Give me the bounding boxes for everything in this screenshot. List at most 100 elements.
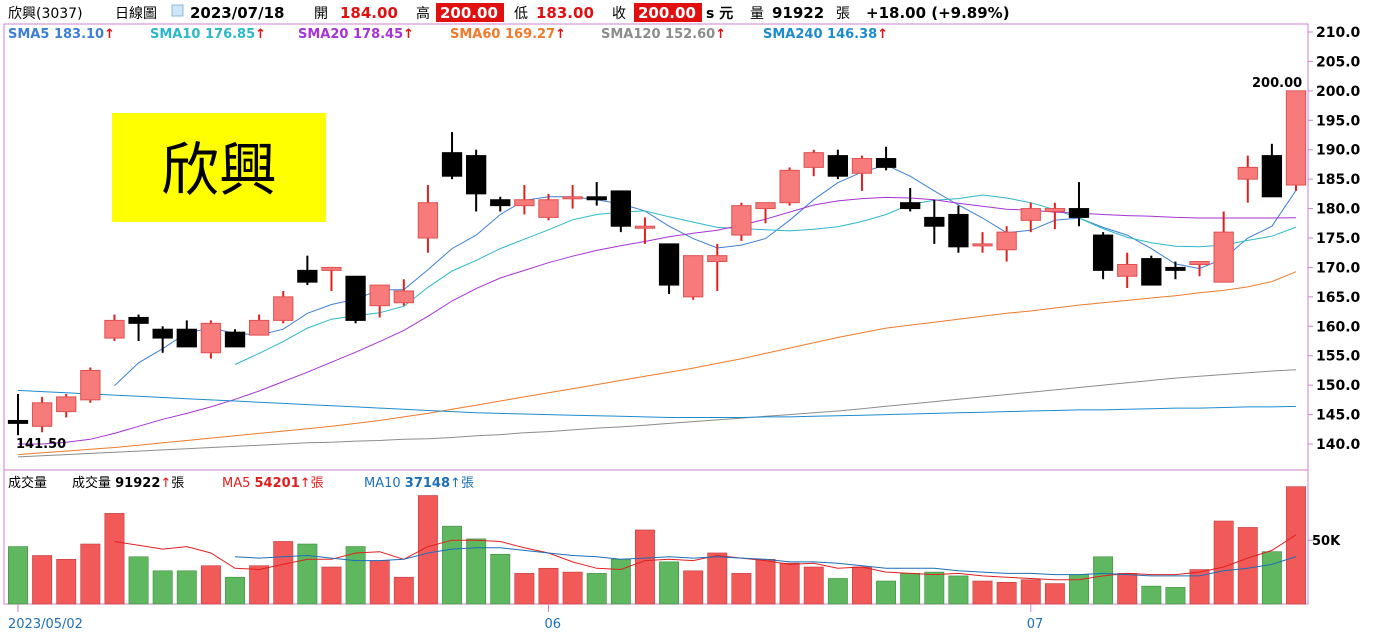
candle-body [1141,258,1162,286]
candle-body [224,331,246,348]
candle-body [466,155,487,195]
volume-bar [755,559,776,605]
candle-body [417,202,439,239]
price-tick-label: 175.0 [1316,231,1361,247]
volume-bar [924,571,945,605]
candlesticks [7,90,1307,436]
volume-bar [442,525,462,605]
candle-body [634,225,656,229]
volume-bar [876,580,897,605]
candle-body [104,319,125,339]
date-tick-label: 07 [1027,617,1044,632]
volume-bar [273,541,294,605]
volume-bar [610,559,631,605]
candle-body [875,158,897,168]
candle-body [369,284,390,307]
price-unit: s 元 [706,6,733,22]
candle-body [707,255,728,263]
volume-bar [972,580,993,605]
low-annotation: 141.50 [16,437,66,452]
volume-bar [634,529,655,605]
volume-legend: 成交量 成交量 91922↑張 MA5 54201↑張 MA10 37148↑張 [8,475,474,491]
volume-value: 91922 [772,4,824,22]
ma-legend-sma10: SMA10 176.85↑ [150,27,266,42]
price-tick-label: 165.0 [1316,290,1361,306]
volume-legend-title: 成交量 [8,475,47,491]
price-tick-label: 145.0 [1316,408,1361,424]
candle-body [803,152,824,168]
ma-legend-sma20: SMA20 178.45↑ [298,27,414,42]
volume-bar [152,570,173,605]
close-label: 收 [612,6,626,22]
candle-body [1068,208,1090,218]
volume-bar [1020,579,1041,605]
ma-legend-sma5: SMA5 183.10↑ [8,27,115,42]
volume-bar [1117,573,1138,605]
candle-body [827,155,848,177]
price-tick-label: 195.0 [1316,113,1361,129]
price-tick-label: 185.0 [1316,172,1361,188]
volume-bar [1237,527,1258,605]
volume-bar [321,566,342,605]
volume-bar [852,566,872,605]
candle-body [31,402,53,427]
open-label: 開 [314,6,328,22]
price-axis: 140.0 145.0 150.0 155.0 160.0 165.0 170.0 175.0… [1308,25,1361,453]
volume-bar [1261,551,1282,605]
date-tick-label: 06 [544,617,561,632]
volume-bar [1165,587,1186,605]
volume-bar [996,582,1017,605]
volume-bar [490,553,511,605]
candle-body [128,316,149,324]
volume-bar [900,573,921,605]
volume-bar [80,543,101,605]
close-value-bg [634,3,702,22]
volume-bar [225,576,245,605]
candle-body [273,296,294,321]
candle-body [514,199,535,207]
ma-line-sma20 [18,196,1297,445]
change-value: +18.00 (+9.89%) [866,4,1010,22]
volume-bar [586,573,607,605]
candle-body [1189,261,1210,265]
price-tick-label: 180.0 [1316,202,1361,218]
candle-body [900,202,921,210]
price-tick-label: 150.0 [1316,378,1361,394]
volume-bar [659,561,680,605]
volume-bar [32,555,53,605]
candle-body [851,158,873,174]
candle-body [200,322,222,354]
ma-line-sma120 [17,369,1297,458]
candle-body [538,199,559,218]
volume-bar [1093,556,1114,605]
candle-body [1092,234,1114,271]
open-value: 184.00 [340,4,398,22]
candle-body [1117,263,1138,277]
volume-ma-line-ma5 [114,534,1297,581]
candle-body [1044,208,1066,213]
candle-body [610,190,631,227]
volume-bar [779,562,800,605]
price-tick-label: 155.0 [1316,349,1361,365]
volume-bar [200,565,221,605]
volume-bar [827,578,848,605]
candle-body [731,205,752,236]
candle-body [321,266,342,271]
low-value: 183.00 [536,4,594,22]
stock-name: 欣興(3037) [8,6,83,22]
price-tick-label: 205.0 [1316,54,1361,70]
candle-body [1285,90,1307,186]
volume-bar [731,573,752,605]
candle-body [1237,166,1258,180]
volume-bar [1189,569,1210,605]
volume-bar [562,571,583,605]
volume-legend-item: 成交量 91922↑張 [72,475,184,491]
volume-bar [707,552,728,605]
candle-body [1213,231,1234,283]
date-checkbox-icon[interactable] [171,4,184,17]
header-date: 2023/07/18 [190,4,284,22]
candle-body [80,369,101,401]
candle-body [562,196,583,200]
price-tick-label: 200.0 [1316,84,1361,100]
candle-body [176,328,197,348]
